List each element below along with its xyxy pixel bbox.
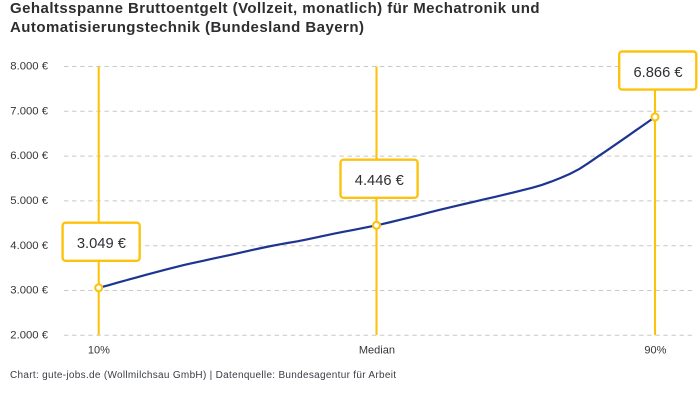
svg-text:6.866 €: 6.866 € [633, 65, 682, 81]
svg-text:Median: Median [359, 344, 395, 356]
svg-text:6.000 €: 6.000 € [10, 150, 48, 162]
svg-text:90%: 90% [644, 344, 666, 356]
svg-text:7.000 €: 7.000 € [10, 105, 48, 117]
svg-text:4.000 €: 4.000 € [10, 240, 48, 252]
svg-text:2.000 €: 2.000 € [10, 329, 48, 341]
svg-text:10%: 10% [88, 344, 110, 356]
svg-text:3.000 €: 3.000 € [10, 285, 48, 297]
svg-text:5.000 €: 5.000 € [10, 195, 48, 207]
svg-text:8.000 €: 8.000 € [10, 61, 48, 73]
svg-text:3.049 €: 3.049 € [77, 236, 126, 252]
svg-text:4.446 €: 4.446 € [355, 173, 404, 189]
